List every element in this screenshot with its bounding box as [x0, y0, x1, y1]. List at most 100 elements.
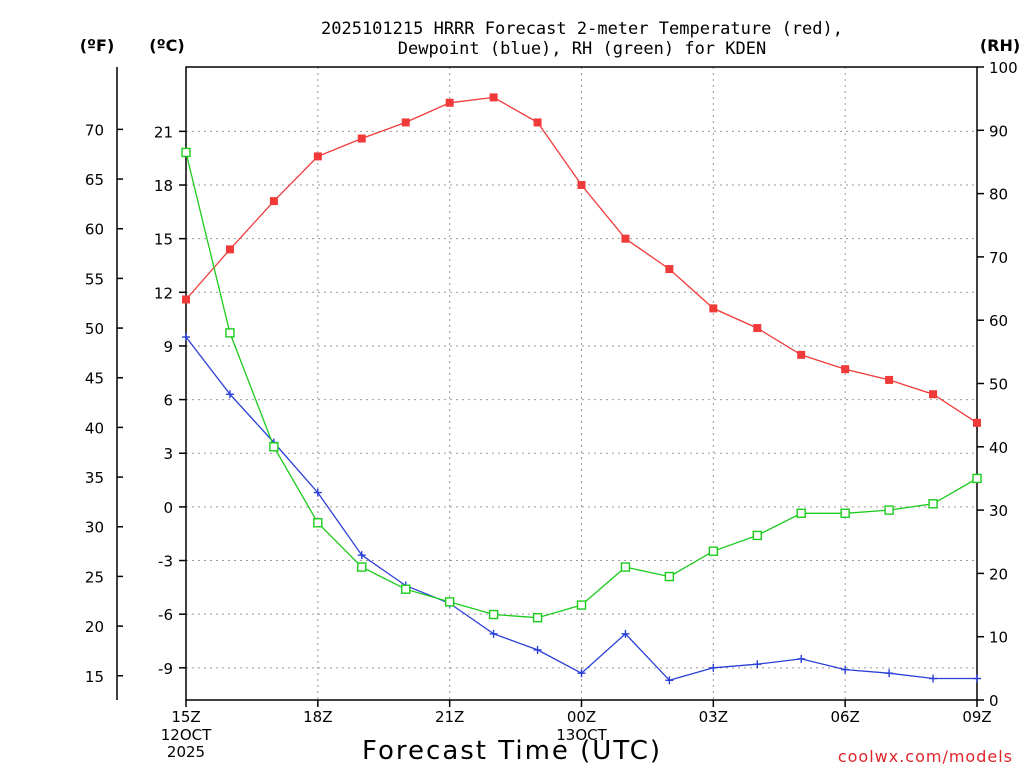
rh-point	[401, 584, 411, 594]
temperature-point	[357, 134, 366, 143]
celsius-tick-label: 3	[163, 445, 173, 463]
temperature-point	[313, 152, 322, 161]
rh-tick-label: 20	[989, 565, 1008, 583]
rh-point	[708, 546, 719, 556]
x-tick-date-label: 12OCT	[161, 726, 212, 744]
chart-title-line1: 2025101215 HRRR Forecast 2-meter Tempera…	[321, 19, 843, 39]
chart-title-line2: Dewpoint (blue), RH (green) for KDEN	[398, 39, 766, 59]
celsius-tick-label: 15	[154, 231, 173, 249]
temperature-point	[401, 118, 410, 127]
rh-point	[796, 508, 806, 518]
rh-tick-label: 90	[989, 122, 1008, 140]
x-tick-label: 00Z	[567, 708, 596, 726]
rh-tick-label: 10	[989, 629, 1008, 647]
temperature-point	[577, 181, 586, 190]
dewpoint-point	[973, 674, 981, 683]
dewpoint-point	[797, 654, 806, 663]
x-tick-label: 15Z	[171, 708, 200, 726]
celsius-tick-label: -9	[158, 660, 173, 678]
celsius-tick-label: 6	[163, 392, 173, 410]
rh-tick-label: 70	[989, 249, 1008, 267]
dewpoint-line	[185, 336, 977, 682]
dewpoint-point	[182, 333, 190, 342]
credit-text: coolwx.com/models	[838, 747, 1013, 766]
rh-point	[664, 571, 675, 582]
rh-point	[225, 328, 235, 338]
dewpoint-point	[313, 488, 322, 497]
fahrenheit-tick-label: 40	[85, 419, 104, 437]
fahrenheit-tick-label: 15	[85, 668, 104, 686]
temperature-point	[753, 324, 762, 333]
rh-point	[620, 562, 631, 572]
x-tick-label: 06Z	[830, 708, 859, 726]
fahrenheit-tick-label: 50	[85, 320, 104, 338]
x-tick-label: 21Z	[435, 708, 464, 726]
series	[181, 93, 982, 685]
celsius-tick-label: 18	[154, 177, 173, 195]
rh-point	[928, 499, 938, 509]
celsius-tick-label: 0	[163, 499, 173, 517]
dewpoint-point	[621, 629, 630, 638]
rh-tick-label: 40	[989, 439, 1008, 457]
fahrenheit-tick-label: 45	[85, 370, 104, 388]
dewpoint-point	[357, 551, 366, 560]
celsius-tick-label: 9	[163, 338, 173, 356]
x-axis-label: Forecast Time (UTC)	[362, 736, 662, 766]
rh-unit-label: (RH)	[980, 36, 1020, 55]
x-tick-label: 03Z	[699, 708, 728, 726]
rh-point	[532, 613, 543, 623]
fahrenheit-tick-label: 35	[85, 469, 104, 487]
rh-tick-label: 30	[989, 502, 1008, 520]
temperature-point	[445, 98, 454, 107]
rh-point	[840, 508, 850, 518]
dewpoint-point	[841, 665, 850, 674]
temperature-point	[533, 118, 542, 127]
rh-tick-label: 80	[989, 186, 1008, 204]
temperature-point	[489, 93, 498, 102]
dewpoint-point	[885, 669, 894, 678]
temperature-point	[225, 245, 234, 254]
temperature-point	[841, 365, 850, 374]
temperature-point	[973, 418, 981, 427]
temperature-series	[182, 93, 981, 427]
fahrenheit-tick-label: 30	[85, 519, 104, 537]
rh-point	[972, 473, 982, 484]
temperature-point	[182, 295, 190, 304]
rh-point	[313, 518, 323, 528]
dewpoint-point	[577, 669, 586, 678]
fahrenheit-tick-label: 25	[85, 568, 104, 586]
fahrenheit-tick-label: 60	[85, 221, 104, 239]
x-tick-date-label: 13OCT	[556, 726, 607, 744]
temperature-point	[269, 197, 278, 206]
dewpoint-point	[665, 676, 674, 685]
rh-point	[444, 597, 455, 607]
fahrenheit-tick-label: 20	[85, 618, 104, 636]
rh-point	[269, 442, 279, 452]
rh-tick-label: 0	[989, 692, 999, 710]
rh-point	[752, 530, 762, 541]
dewpoint-series	[182, 333, 981, 685]
x-tick-year-label: 2025	[167, 743, 205, 761]
celsius-tick-label: 21	[154, 123, 173, 141]
dewpoint-point	[533, 645, 542, 654]
rh-tick-label: 60	[989, 312, 1008, 330]
fahrenheit-tick-label: 65	[85, 171, 104, 189]
dewpoint-point	[489, 629, 498, 638]
x-tick-label: 09Z	[962, 708, 991, 726]
rh-point	[576, 600, 587, 610]
rh-series	[181, 147, 982, 623]
dewpoint-point	[709, 663, 718, 672]
fahrenheit-unit-label: (ºF)	[80, 36, 115, 55]
celsius-tick-label: 12	[154, 284, 173, 302]
rh-point	[357, 562, 367, 572]
rh-tick-label: 100	[989, 59, 1018, 77]
fahrenheit-tick-label: 70	[85, 121, 104, 139]
rh-point	[884, 505, 894, 515]
fahrenheit-tick-label: 55	[85, 270, 104, 288]
temperature-point	[929, 390, 938, 399]
x-tick-label: 18Z	[303, 708, 332, 726]
temperature-point	[885, 375, 894, 384]
dewpoint-point	[929, 674, 938, 683]
